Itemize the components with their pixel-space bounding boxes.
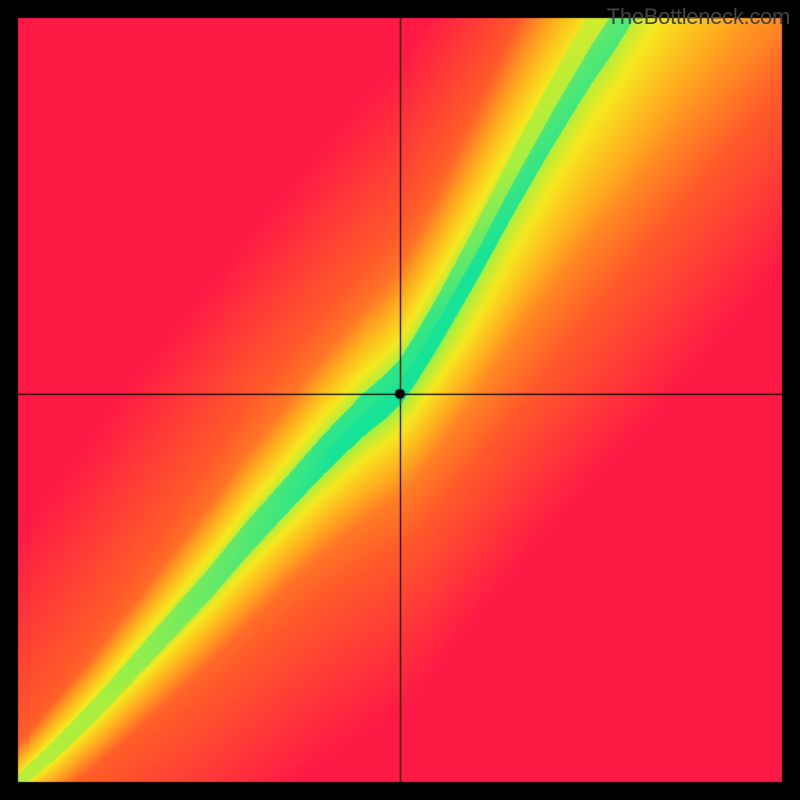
chart-container: TheBottleneck.com xyxy=(0,0,800,800)
watermark-text: TheBottleneck.com xyxy=(607,4,790,30)
heatmap-canvas xyxy=(0,0,800,800)
